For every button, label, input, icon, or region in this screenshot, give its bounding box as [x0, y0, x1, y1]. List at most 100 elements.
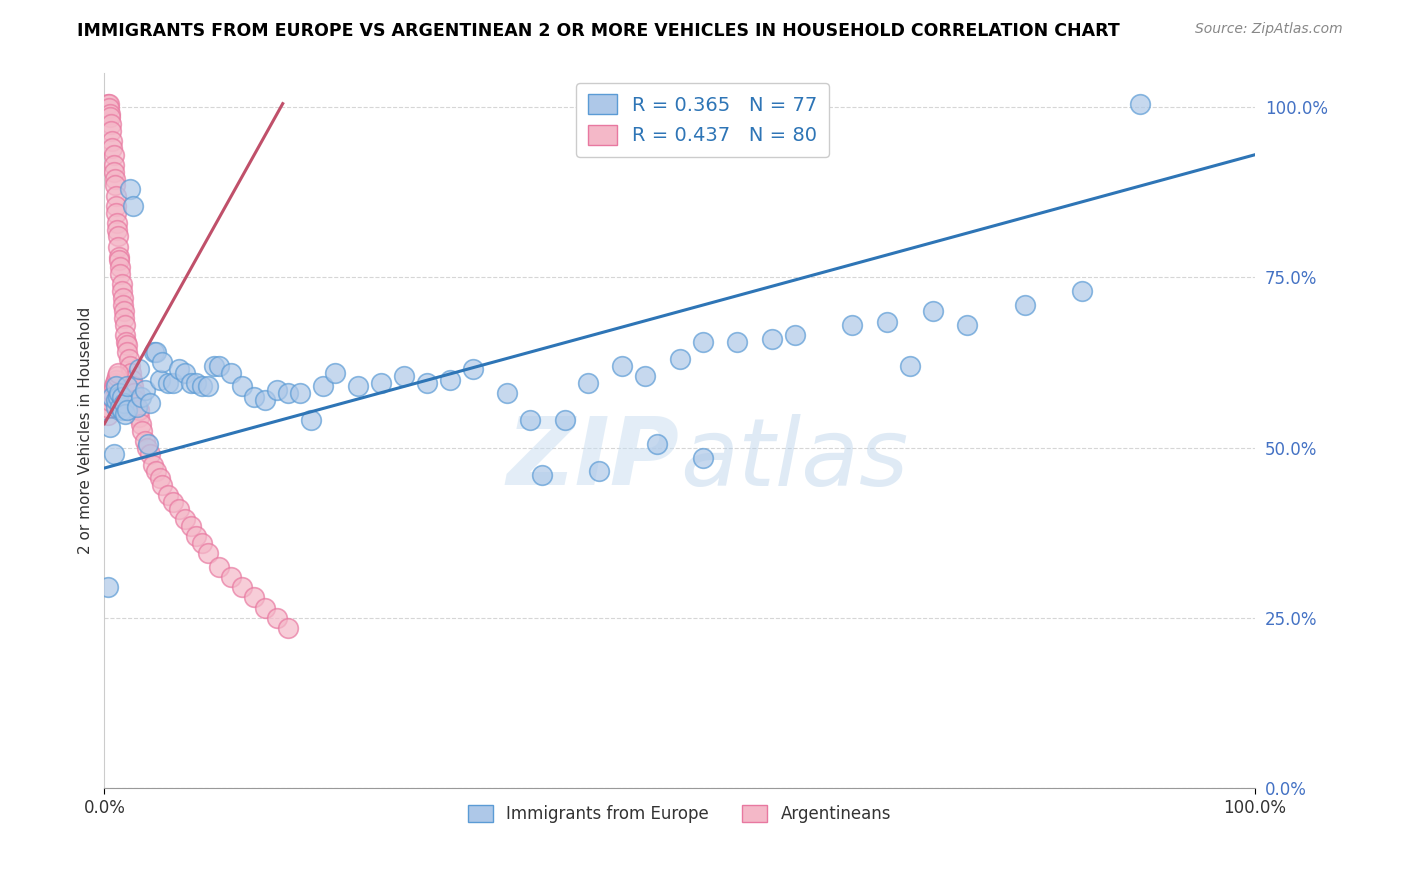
- Point: [191, 536, 214, 550]
- Point: [174, 512, 197, 526]
- Point: [208, 359, 231, 373]
- Point: [131, 424, 153, 438]
- Point: [167, 362, 190, 376]
- Point: [105, 222, 128, 236]
- Point: [576, 376, 599, 390]
- Point: [312, 379, 335, 393]
- Point: [530, 467, 553, 482]
- Point: [554, 413, 576, 427]
- Point: [104, 178, 127, 193]
- Point: [191, 379, 214, 393]
- Point: [149, 372, 172, 386]
- Point: [100, 117, 122, 131]
- Point: [125, 400, 148, 414]
- Point: [243, 591, 266, 605]
- Point: [125, 400, 148, 414]
- Point: [150, 355, 173, 369]
- Point: [254, 600, 277, 615]
- Point: [104, 376, 127, 390]
- Point: [134, 434, 156, 448]
- Point: [118, 182, 141, 196]
- Point: [415, 376, 437, 390]
- Point: [111, 291, 134, 305]
- Point: [162, 376, 184, 390]
- Point: [668, 352, 690, 367]
- Point: [107, 229, 129, 244]
- Point: [231, 379, 253, 393]
- Point: [197, 546, 219, 560]
- Point: [142, 345, 165, 359]
- Point: [105, 369, 128, 384]
- Point: [111, 403, 134, 417]
- Point: [174, 366, 197, 380]
- Point: [156, 376, 179, 390]
- Point: [346, 379, 368, 393]
- Point: [105, 216, 128, 230]
- Point: [124, 392, 146, 407]
- Point: [243, 390, 266, 404]
- Legend: Immigrants from Europe, Argentineans: Immigrants from Europe, Argentineans: [461, 798, 898, 830]
- Point: [107, 390, 129, 404]
- Point: [392, 369, 415, 384]
- Point: [97, 408, 120, 422]
- Point: [208, 559, 231, 574]
- Text: IMMIGRANTS FROM EUROPE VS ARGENTINEAN 2 OR MORE VEHICLES IN HOUSEHOLD CORRELATIO: IMMIGRANTS FROM EUROPE VS ARGENTINEAN 2 …: [77, 22, 1121, 40]
- Point: [103, 147, 125, 161]
- Point: [107, 366, 129, 380]
- Point: [112, 396, 135, 410]
- Point: [117, 345, 139, 359]
- Point: [114, 318, 136, 332]
- Point: [128, 362, 150, 376]
- Point: [645, 437, 668, 451]
- Point: [921, 304, 943, 318]
- Point: [461, 362, 484, 376]
- Point: [112, 304, 135, 318]
- Point: [231, 580, 253, 594]
- Point: [97, 580, 120, 594]
- Point: [104, 199, 127, 213]
- Text: ZIP: ZIP: [506, 413, 679, 505]
- Point: [101, 141, 124, 155]
- Point: [156, 488, 179, 502]
- Point: [117, 352, 139, 367]
- Point: [108, 250, 131, 264]
- Point: [104, 372, 127, 386]
- Point: [104, 188, 127, 202]
- Point: [103, 165, 125, 179]
- Point: [98, 107, 121, 121]
- Point: [103, 379, 125, 393]
- Point: [277, 386, 299, 401]
- Point: [139, 396, 162, 410]
- Point: [98, 102, 121, 116]
- Point: [98, 394, 121, 409]
- Point: [117, 338, 139, 352]
- Point: [114, 328, 136, 343]
- Point: [98, 110, 121, 124]
- Text: atlas: atlas: [679, 414, 908, 505]
- Text: Source: ZipAtlas.com: Source: ZipAtlas.com: [1195, 22, 1343, 37]
- Point: [111, 297, 134, 311]
- Point: [219, 570, 242, 584]
- Point: [100, 390, 122, 404]
- Point: [111, 277, 134, 292]
- Point: [1014, 297, 1036, 311]
- Point: [370, 376, 392, 390]
- Point: [111, 284, 134, 298]
- Point: [112, 311, 135, 326]
- Point: [104, 379, 127, 393]
- Point: [186, 376, 208, 390]
- Point: [104, 171, 127, 186]
- Point: [124, 386, 146, 401]
- Point: [149, 471, 172, 485]
- Point: [110, 267, 132, 281]
- Point: [101, 384, 124, 399]
- Point: [115, 334, 138, 349]
- Point: [277, 621, 299, 635]
- Point: [104, 205, 127, 219]
- Point: [129, 390, 152, 404]
- Point: [120, 366, 142, 380]
- Point: [254, 392, 277, 407]
- Point: [129, 417, 152, 431]
- Point: [117, 403, 139, 417]
- Point: [98, 96, 121, 111]
